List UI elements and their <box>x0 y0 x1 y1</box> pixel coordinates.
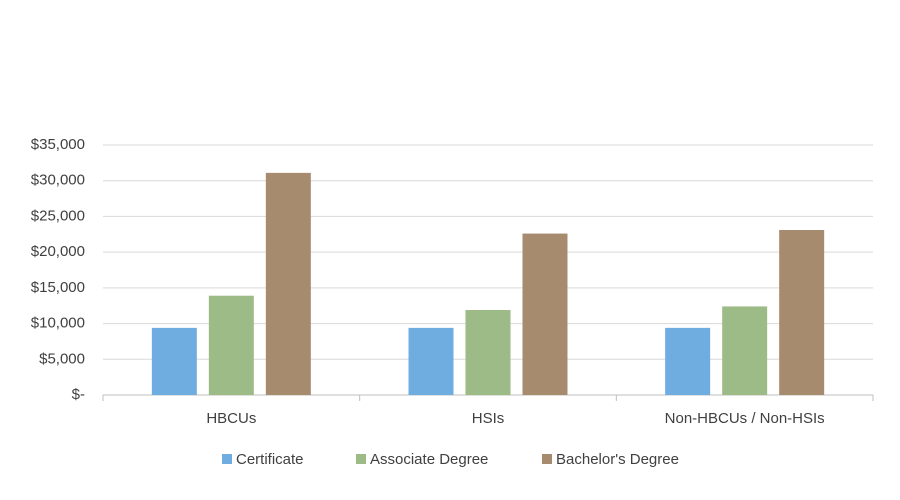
legend-label: Bachelor's Degree <box>556 451 679 468</box>
y-tick-label: $15,000 <box>31 279 85 296</box>
bar <box>265 172 311 395</box>
x-tick-label: HBCUs <box>206 410 256 427</box>
y-tick-label: $35,000 <box>31 136 85 153</box>
legend-swatch <box>222 454 232 464</box>
bar <box>208 295 254 395</box>
bar <box>151 327 197 395</box>
x-tick-label: Non-HBCUs / Non-HSIs <box>665 410 825 427</box>
bar <box>779 230 825 395</box>
legend-swatch <box>356 454 366 464</box>
bar <box>665 327 711 395</box>
bar <box>722 306 768 395</box>
legend-label: Certificate <box>236 451 304 468</box>
legend-label: Associate Degree <box>370 451 488 468</box>
y-tick-label: $5,000 <box>39 350 85 367</box>
legend-swatch <box>542 454 552 464</box>
y-tick-label: $- <box>72 386 85 403</box>
y-tick-label: $30,000 <box>31 172 85 189</box>
y-tick-label: $25,000 <box>31 207 85 224</box>
y-tick-label: $10,000 <box>31 315 85 332</box>
x-tick-label: HSIs <box>472 410 505 427</box>
bar <box>522 233 568 395</box>
bar <box>465 310 511 395</box>
bar <box>408 327 454 395</box>
y-tick-label: $20,000 <box>31 243 85 260</box>
